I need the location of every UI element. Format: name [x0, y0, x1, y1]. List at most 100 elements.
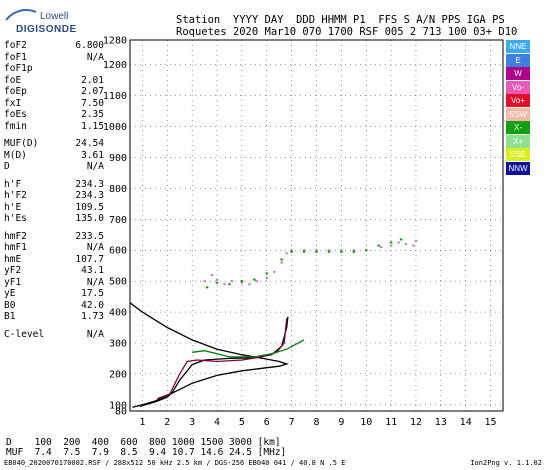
param-value: N/A	[86, 161, 104, 172]
param-name: foF1	[4, 51, 27, 63]
legend-item: Vo+	[506, 94, 530, 107]
trace-point	[253, 278, 256, 281]
param-value: 233.5	[75, 230, 104, 242]
x-tick-label: 13	[435, 417, 447, 428]
trace-point	[389, 244, 393, 247]
x-tick-label: 9	[338, 417, 344, 428]
param-row: B0 42.0	[4, 300, 104, 312]
legend-item: E	[506, 53, 530, 67]
x-tick-label: 5	[239, 417, 245, 428]
trace-point	[203, 280, 206, 283]
trace-point	[365, 249, 368, 252]
trace-point	[240, 281, 244, 284]
trace-point	[265, 277, 268, 280]
y-tick-label: 100	[109, 400, 127, 411]
param-value: 2.35	[81, 109, 104, 120]
param-value: 3.61	[81, 149, 104, 161]
param-row: foEp 2.07	[4, 86, 104, 98]
trace-point	[210, 273, 214, 276]
param-value: 2.07	[81, 86, 104, 97]
trace-point	[205, 286, 209, 289]
param-name: yF2	[4, 265, 22, 276]
trace-point	[379, 246, 383, 249]
trace-point	[327, 249, 331, 252]
param-name: B1	[4, 311, 16, 322]
logo-swoosh-icon	[5, 9, 37, 21]
trace-point	[290, 249, 293, 252]
footer-distance-row: D 100 200 400 600 800 1000 1500 3000 [km…	[6, 437, 281, 448]
trace-point	[280, 261, 283, 264]
legend-item: W	[506, 67, 530, 80]
legend-item: Vo-	[506, 80, 530, 94]
legend-item: X+	[506, 134, 530, 148]
param-name: fmin	[4, 120, 27, 132]
trace-point	[315, 250, 318, 253]
trace-point	[273, 270, 276, 273]
x-tick-label: 14	[460, 417, 472, 428]
param-row: h'F 234.3	[4, 179, 104, 191]
param-name: C-level	[4, 328, 45, 340]
footer-version: Ion2Png v. 1.1.02	[470, 459, 542, 467]
param-name: h'F2	[4, 190, 27, 201]
y-tick-label: 1100	[103, 91, 127, 102]
x-tick-label: 4	[214, 417, 220, 428]
header-line2: Roquetes 2020 Mar10 070 1700 RSF 005 2 7…	[176, 26, 518, 38]
trace-point	[399, 238, 403, 241]
x-tick-label: 1	[139, 417, 145, 428]
param-row: yF2 43.1	[4, 265, 104, 277]
trace-point	[302, 250, 306, 253]
y-tick-label: 700	[109, 215, 127, 226]
y-tick-label: 1200	[103, 60, 127, 71]
y-tick-label: 200	[109, 369, 127, 380]
trace-point	[228, 283, 231, 286]
param-row: fxI 7.50	[4, 98, 104, 110]
param-value: N/A	[86, 242, 104, 253]
trace-point	[248, 283, 251, 286]
param-name: hmE	[4, 253, 22, 265]
x-tick-label: 8	[313, 417, 319, 428]
param-value: 2.01	[81, 74, 104, 86]
param-name: hmF1	[4, 242, 27, 253]
trace-point	[315, 249, 318, 252]
trace-point	[397, 241, 400, 244]
trace-point	[352, 249, 355, 252]
footer-file-info: EB040_2020070170002.RSF / 288x512 50 kHz…	[4, 459, 346, 467]
param-value: 234.3	[75, 190, 104, 201]
footer-muf-row: MUF 7.4 7.5 7.9 8.5 9.4 10.7 14.6 24.5 […	[6, 447, 287, 458]
y-tick-label: 500	[109, 277, 127, 288]
param-name: M(D)	[4, 149, 27, 161]
param-row: h'Es 135.0	[4, 213, 104, 225]
param-value: 234.3	[75, 178, 104, 190]
trace-point	[280, 258, 283, 261]
legend-item: NNW	[506, 161, 530, 175]
param-value: 7.50	[81, 97, 104, 109]
logo-line1: Lowell	[40, 11, 69, 22]
header-info: Station YYYY DAY DDD HHMM P1 FFS S A/N P…	[176, 14, 517, 38]
param-row: hmF2 233.5	[4, 231, 104, 243]
param-value: N/A	[86, 276, 104, 288]
param-row: h'F2 234.3	[4, 190, 104, 202]
param-row: B1 1.73	[4, 311, 104, 323]
trace-point	[223, 283, 226, 286]
param-value: 43.1	[81, 265, 104, 276]
param-value: 1.15	[81, 120, 104, 132]
x-tick-label: 11	[385, 417, 397, 428]
x-tick-label: 3	[189, 417, 195, 428]
param-row: C-level N/A	[4, 329, 104, 341]
param-row: M(D) 3.61	[4, 150, 104, 162]
trace-point	[215, 278, 219, 281]
x-tick-label: 15	[485, 417, 497, 428]
param-name: foF2	[4, 40, 27, 51]
y-tick-label: 400	[109, 308, 127, 319]
trace-line	[192, 339, 305, 358]
trace-point	[240, 280, 244, 283]
param-row: foF1p	[4, 63, 104, 75]
param-row: MUF(D) 24.54	[4, 138, 104, 150]
param-name: foF1p	[4, 63, 33, 74]
trace-point	[230, 280, 234, 283]
x-tick-label: 6	[264, 417, 270, 428]
param-name: h'F	[4, 178, 22, 190]
trace-point	[215, 281, 219, 284]
param-row: yF1 N/A	[4, 277, 104, 289]
param-value: 6.800	[75, 40, 104, 51]
